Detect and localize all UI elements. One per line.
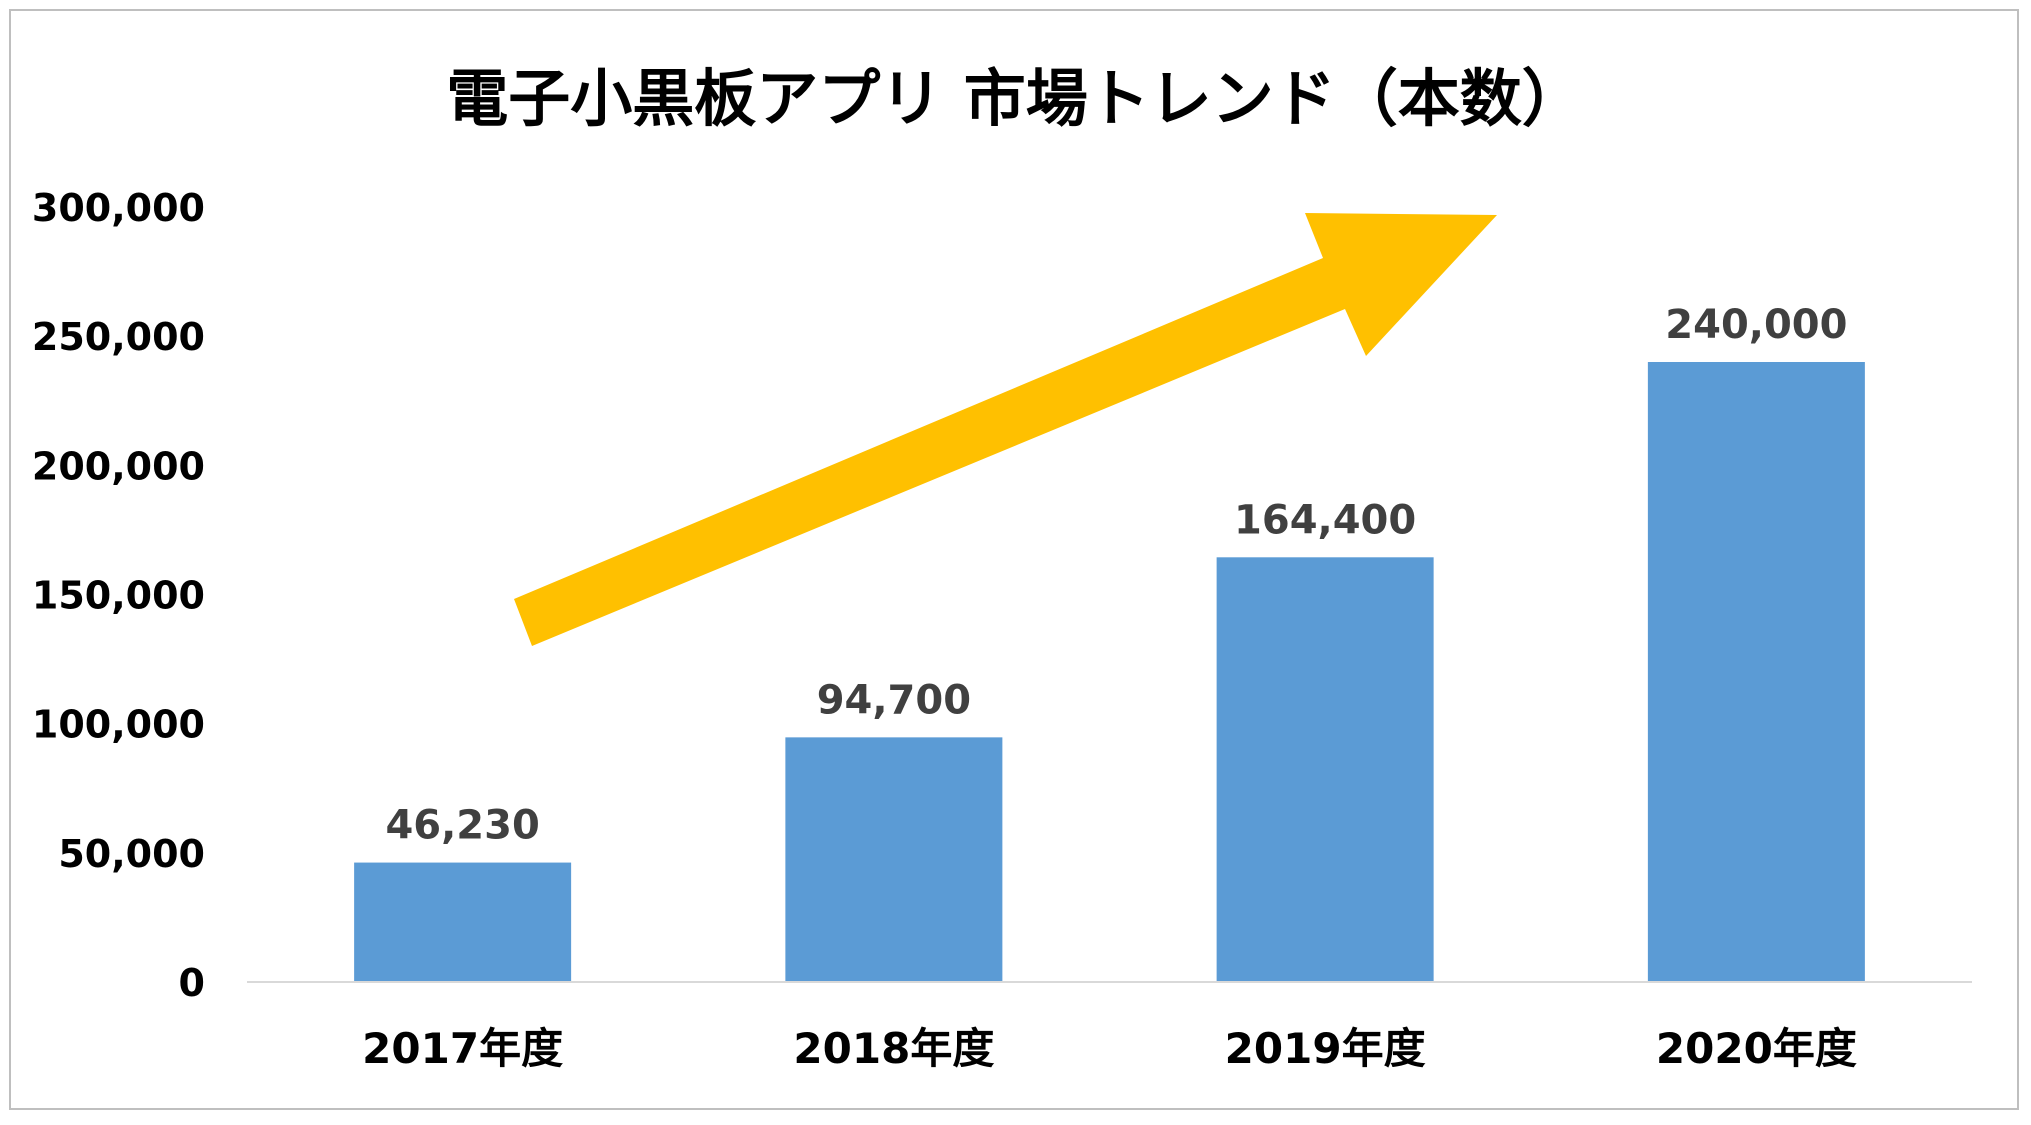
x-tick-label: 2019年度 <box>1225 1024 1426 1073</box>
x-axis: 2017年度 2018年度 2019年度 2020年度 <box>247 981 1972 1073</box>
data-label: 164,400 <box>1234 497 1416 543</box>
bar <box>1647 362 1865 982</box>
y-axis: 0 50,000 100,000 150,000 200,000 250,000 300,0… <box>32 186 205 1005</box>
y-tick-label: 50,000 <box>58 832 205 876</box>
x-tick-label: 2020年度 <box>1656 1024 1857 1073</box>
y-tick-label: 300,000 <box>32 186 205 230</box>
data-label: 94,700 <box>817 677 971 723</box>
chart-title: 電子小黒板アプリ 市場トレンド（本数） <box>446 62 1584 135</box>
bar <box>785 737 1003 982</box>
data-label: 46,230 <box>385 803 539 849</box>
y-tick-label: 100,000 <box>32 703 205 747</box>
bars <box>354 362 1865 982</box>
x-tick-label: 2017年度 <box>362 1024 563 1073</box>
bar <box>354 862 572 982</box>
trend-arrow-shape <box>514 213 1497 646</box>
bar <box>1216 557 1434 982</box>
y-tick-label: 250,000 <box>32 315 205 359</box>
y-tick-label: 200,000 <box>32 444 205 488</box>
y-tick-label: 0 <box>179 961 205 1005</box>
trend-arrow <box>514 213 1497 646</box>
y-tick-label: 150,000 <box>32 574 205 618</box>
x-tick-label: 2018年度 <box>793 1024 994 1073</box>
data-labels: 46,230 94,700 164,400 240,000 <box>385 302 1847 849</box>
data-label: 240,000 <box>1665 302 1847 348</box>
